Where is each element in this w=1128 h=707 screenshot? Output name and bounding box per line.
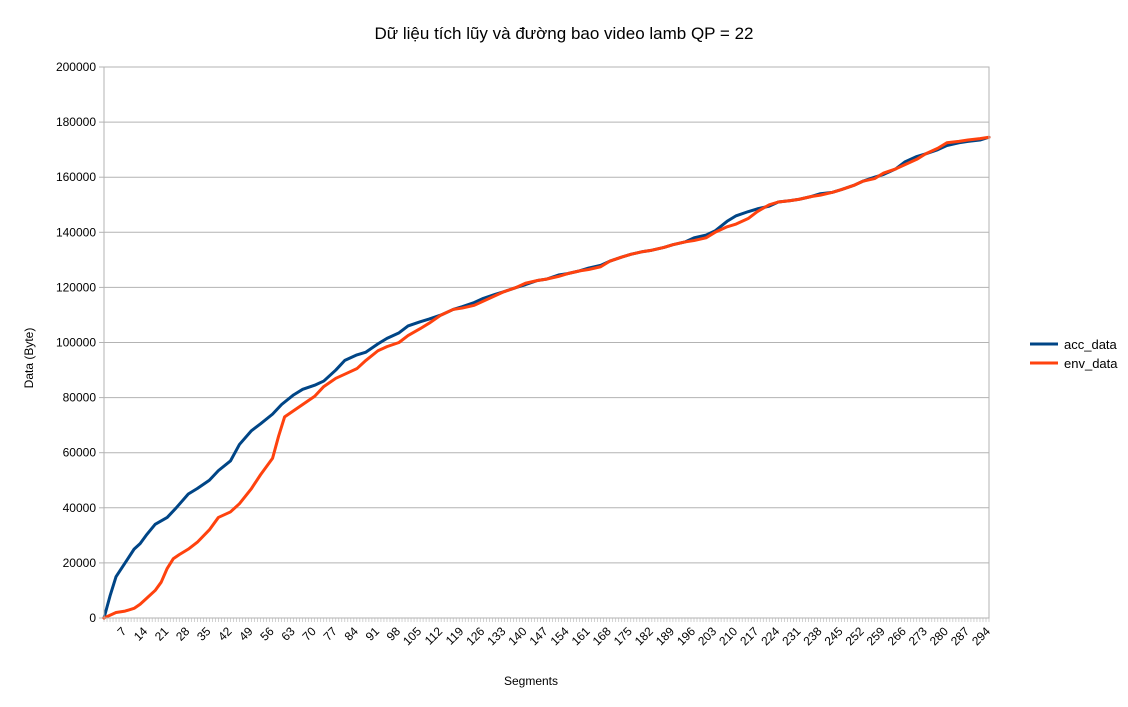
x-tick-label: 175 <box>611 624 635 648</box>
x-tick-label: 231 <box>779 624 803 648</box>
x-tick-label: 210 <box>716 624 740 648</box>
x-tick-label: 133 <box>484 624 508 648</box>
x-tick-label: 63 <box>278 624 298 644</box>
x-tick-label: 238 <box>800 624 824 648</box>
x-tick-label: 203 <box>695 624 719 648</box>
x-tick-label: 126 <box>463 624 487 648</box>
x-tick-label: 35 <box>194 624 214 644</box>
x-tick-label: 294 <box>969 624 993 648</box>
y-tick-label: 160000 <box>56 170 96 184</box>
x-tick-label: 287 <box>948 624 972 648</box>
y-tick-label: 120000 <box>56 280 96 294</box>
y-axis-title: Data (Byte) <box>22 328 36 389</box>
x-tick-label: 217 <box>737 624 761 648</box>
legend-label: env_data <box>1064 356 1118 371</box>
x-tick-label: 56 <box>257 624 277 644</box>
x-tick-label: 196 <box>674 624 698 648</box>
y-tick-label: 180000 <box>56 115 96 129</box>
x-tick-label: 98 <box>384 624 404 644</box>
x-tick-label: 154 <box>548 624 572 648</box>
y-tick-label: 0 <box>89 611 96 625</box>
y-tick-label: 80000 <box>63 391 97 405</box>
x-tick-label: 224 <box>758 624 782 648</box>
y-tick-label: 60000 <box>63 446 97 460</box>
x-tick-label: 161 <box>569 624 593 648</box>
x-tick-label: 105 <box>400 624 424 648</box>
x-tick-label: 49 <box>236 624 256 644</box>
y-tick-label: 100000 <box>56 336 96 350</box>
x-tick-label: 21 <box>152 624 172 644</box>
x-tick-label: 28 <box>173 624 193 644</box>
x-tick-label: 168 <box>590 624 614 648</box>
x-tick-label: 252 <box>843 624 867 648</box>
y-tick-label: 20000 <box>63 556 97 570</box>
grid <box>104 66 989 619</box>
legend: acc_data env_data <box>1030 337 1118 371</box>
x-tick-label: 189 <box>653 624 677 648</box>
y-tick-label: 200000 <box>56 60 96 74</box>
y-tick-label: 140000 <box>56 225 96 239</box>
x-tick-label: 140 <box>505 624 529 648</box>
y-axis-ticks: 0 20000 40000 60000 80000 100000 120000 140000 1… <box>56 60 104 625</box>
x-tick-label: 259 <box>864 624 888 648</box>
x-tick-label: 182 <box>632 624 656 648</box>
x-tick-label: 112 <box>422 624 446 648</box>
legend-label: acc_data <box>1064 337 1118 352</box>
x-tick-label: 84 <box>342 624 362 644</box>
x-tick-label: 42 <box>215 624 235 644</box>
x-tick-label: 7 <box>115 624 130 639</box>
x-tick-label: 77 <box>321 624 341 644</box>
series-line-env-data <box>102 135 991 620</box>
plot-frame <box>103 66 990 619</box>
x-axis-ticks: 7 14 21 28 35 42 49 56 63 70 77 84 91 981051121191261… <box>103 618 993 648</box>
x-tick-label: 14 <box>131 624 151 644</box>
x-tick-label: 245 <box>822 624 846 648</box>
x-tick-label: 70 <box>299 624 319 644</box>
series-line-acc-data <box>102 135 991 620</box>
series-lines <box>102 135 991 620</box>
x-tick-label: 147 <box>527 624 551 648</box>
x-tick-label: 273 <box>906 624 930 648</box>
x-tick-label: 280 <box>927 624 951 648</box>
x-tick-label: 266 <box>885 624 909 648</box>
x-axis-title: Segments <box>504 674 558 688</box>
chart-title: Dữ liệu tích lũy và đường bao video lamb… <box>375 24 754 43</box>
x-tick-label: 119 <box>443 624 467 648</box>
x-tick-label: 91 <box>363 624 383 644</box>
y-tick-label: 40000 <box>63 501 97 515</box>
